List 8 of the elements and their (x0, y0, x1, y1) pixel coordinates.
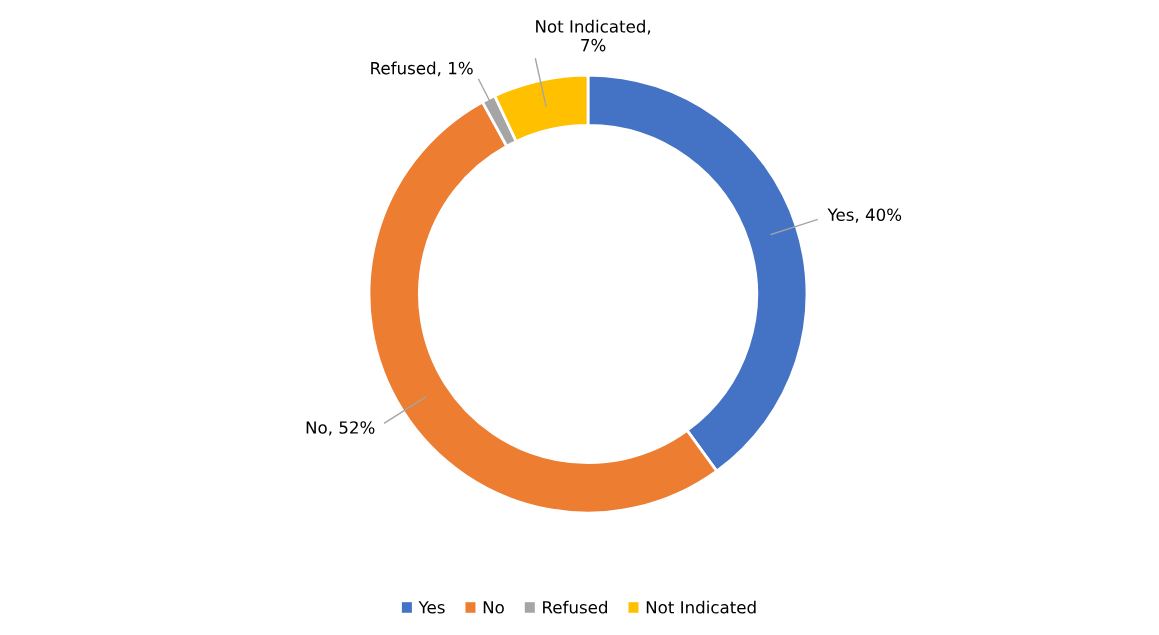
legend-label: Refused (543, 600, 607, 614)
data-label: Not Indicated, 7% (536, 19, 651, 52)
data-label: No, 52% (306, 421, 375, 436)
legend-label: Not Indicated (646, 600, 756, 614)
data-label: Refused, 1% (371, 61, 473, 77)
legend-label: No (483, 601, 504, 614)
data-label: Yes, 40% (827, 208, 902, 223)
legend-label: Yes (418, 601, 445, 614)
